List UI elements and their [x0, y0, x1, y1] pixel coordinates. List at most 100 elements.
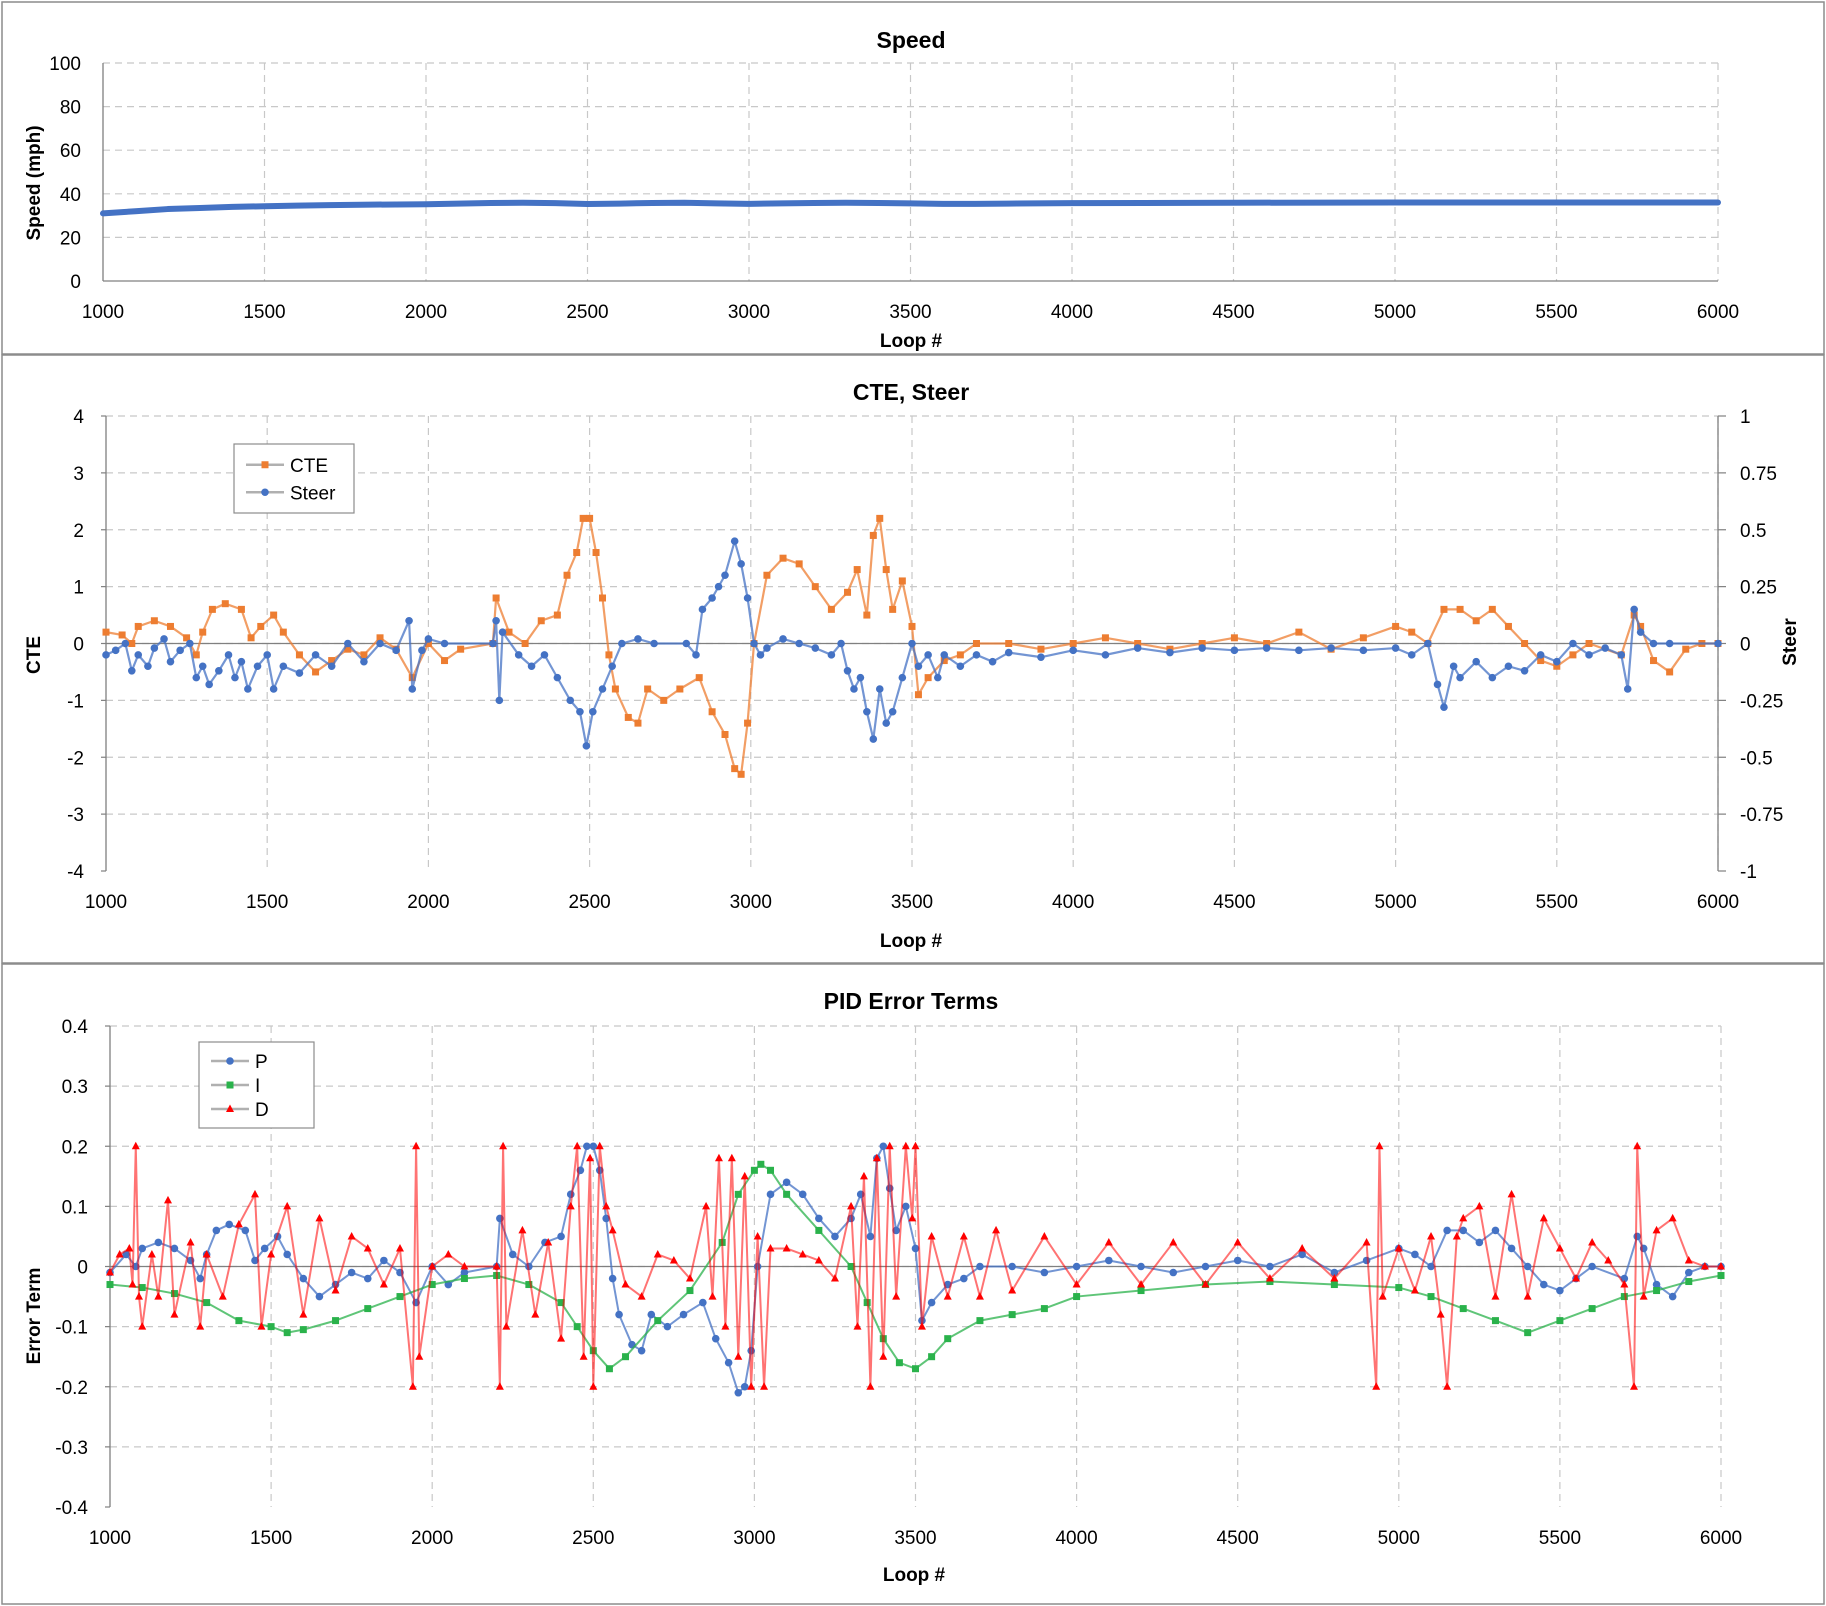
pid-error-p-point: [1652, 1280, 1661, 1289]
cte-steer-cte-point: [737, 770, 745, 778]
cte-steer-cte-point: [270, 611, 278, 619]
cte-steer-steer-point: [682, 639, 691, 648]
cte-steer-cte-point: [676, 685, 684, 693]
cte-steer-cte-point: [521, 640, 529, 647]
pid-error-d-point: [669, 1255, 678, 1264]
pid-error-y-tick-label: -0.4: [55, 1498, 88, 1519]
pid-error-p-point: [615, 1310, 623, 1319]
pid-error-d-point: [138, 1322, 147, 1330]
pid-error-p-point: [283, 1250, 292, 1259]
cte-steer-steer-point: [186, 639, 194, 648]
pid-error-d-point: [573, 1141, 582, 1150]
pid-error-x-tick-label: 4000: [1055, 1528, 1097, 1549]
cte-steer-steer-point: [263, 651, 272, 659]
cte-steer-chart-y-axis-label: CTE: [24, 636, 45, 674]
pid-error-p-point: [815, 1214, 823, 1223]
cte-steer-steer-point: [102, 651, 110, 659]
cte-steer-cte-point: [376, 634, 384, 642]
cte-steer-steer-point: [121, 639, 130, 648]
cte-steer-y2-tick-label: 0: [1740, 635, 1751, 656]
pid-error-d-point: [1201, 1280, 1210, 1288]
cte-steer-steer-point: [1198, 644, 1206, 652]
cte-steer-steer-point: [192, 673, 201, 682]
cte-steer-steer-point: [540, 651, 549, 659]
pid-error-d-point: [589, 1382, 598, 1390]
speed-chart: Speed Loop # Speed (mph) 1000 1500 2000 250…: [1, 1, 1825, 355]
cte-steer-cte-point: [134, 622, 142, 630]
pid-error-i-point: [557, 1299, 565, 1307]
cte-steer-cte-point: [708, 708, 716, 716]
pid-error-legend-swatch-i: [226, 1081, 234, 1089]
pid-error-i-point: [332, 1317, 340, 1325]
cte-steer-cte-point: [1585, 640, 1593, 647]
pid-error-p-point: [1072, 1262, 1081, 1271]
cte-steer-y-tick-label: 4: [73, 407, 84, 428]
cte-steer-steer-point: [898, 673, 907, 682]
pid-error-p-point: [866, 1232, 875, 1241]
cte-steer-y2-tick-label: -1: [1740, 862, 1757, 883]
pid-error-p-point: [1169, 1268, 1178, 1277]
pid-error-d-point: [1717, 1262, 1725, 1270]
cte-steer-steer-point: [160, 635, 168, 643]
pid-error-d-point: [1604, 1255, 1613, 1264]
pid-error-y-tick-label: 0.3: [62, 1077, 88, 1098]
pid-error-d-point: [901, 1141, 910, 1150]
cte-steer-steer-point: [882, 719, 891, 727]
cte-steer-steer-point: [566, 696, 575, 705]
pid-error-d-point: [154, 1292, 163, 1300]
cte-steer-steer-point: [424, 635, 433, 643]
cte-steer-cte-point: [940, 657, 948, 665]
cte-steer-steer-point: [972, 651, 981, 659]
pid-error-d-point: [1169, 1237, 1178, 1246]
pid-error-p-point: [251, 1256, 259, 1265]
pid-error-p-point: [380, 1256, 388, 1265]
cte-steer-steer-point: [176, 646, 184, 655]
speed-x-tick-label: 6000: [1697, 302, 1739, 323]
cte-steer-cte-point: [611, 685, 619, 693]
pid-error-d-point: [250, 1189, 259, 1198]
pid-error-d-point: [147, 1249, 156, 1258]
cte-steer-cte-point: [208, 605, 216, 613]
pid-error-p-point: [1105, 1256, 1113, 1265]
pid-error-p-point: [782, 1178, 791, 1187]
pid-error-d-point: [866, 1382, 875, 1390]
pid-error-d-point: [1362, 1237, 1371, 1246]
pid-error-d-point: [830, 1274, 839, 1282]
pid-error-p-point: [170, 1244, 179, 1253]
cte-steer-cte-point: [279, 628, 287, 636]
pid-error-d-point: [531, 1310, 540, 1318]
pid-error-p-point: [1362, 1256, 1371, 1265]
cte-steer-cte-point: [882, 566, 890, 574]
cte-steer-cte-point: [1359, 634, 1367, 642]
cte-steer-steer-point: [1601, 644, 1609, 652]
cte-steer-cte-point: [441, 657, 449, 665]
cte-steer-cte-point: [344, 645, 352, 653]
cte-steer-cte-point: [579, 514, 587, 522]
cte-steer-steer-point: [730, 537, 739, 545]
pid-error-p-point: [663, 1322, 672, 1331]
pid-error-d-point: [753, 1231, 762, 1240]
pid-error-x-tick-label: 3500: [894, 1528, 936, 1549]
pid-error-d-point: [1394, 1243, 1403, 1252]
pid-error-d-point: [911, 1141, 920, 1150]
cte-steer-cte-point: [150, 617, 158, 625]
cte-steer-y-tick-label: 0: [73, 635, 84, 656]
pid-error-d-point: [637, 1292, 646, 1300]
pid-error-d-point: [1555, 1243, 1564, 1252]
pid-error-i-point: [895, 1359, 903, 1367]
pid-error-d-point: [125, 1243, 134, 1252]
pid-error-d-point: [518, 1225, 527, 1234]
cte-steer-cte-point: [863, 611, 871, 619]
pid-error-p-point: [196, 1274, 205, 1283]
pid-error-d-point: [595, 1141, 604, 1150]
pid-error-d-point: [502, 1322, 511, 1330]
cte-steer-steer-point: [279, 662, 288, 671]
pid-error-d-point: [202, 1249, 211, 1258]
pid-error-p-point: [1443, 1226, 1451, 1235]
cte-steer-cte-point: [586, 514, 594, 522]
pid-error-d-point: [1459, 1213, 1468, 1222]
pid-error-i-point: [170, 1290, 178, 1298]
pid-error-p-point: [154, 1238, 163, 1247]
cte-steer-cte-point: [827, 605, 835, 613]
speed-y-tick-label: 100: [49, 54, 81, 75]
